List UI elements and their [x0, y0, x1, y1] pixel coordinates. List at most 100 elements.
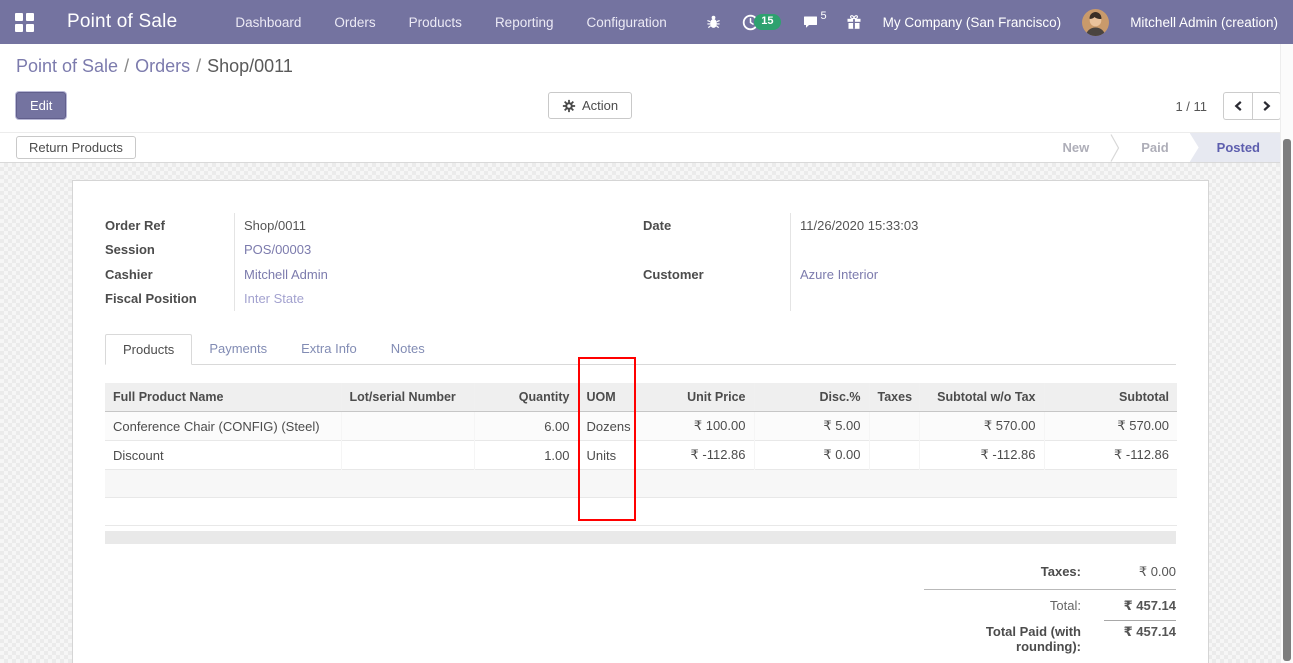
- gear-icon: [562, 99, 576, 112]
- taxes-label: Taxes:: [1040, 564, 1081, 579]
- breadcrumb-orders[interactable]: Orders: [135, 56, 191, 76]
- col-subtotal-wo-tax[interactable]: Subtotal w/o Tax: [918, 383, 1044, 412]
- status-arrow-icon: [1110, 133, 1120, 162]
- cell-lot: [340, 411, 474, 441]
- vertical-scrollbar[interactable]: [1280, 44, 1293, 663]
- navbar-right: 15 5 My Company (San Francisco) Mitchell…: [706, 8, 1278, 36]
- col-full-product-name[interactable]: Full Product Name: [105, 383, 341, 412]
- debug-bug-icon[interactable]: [706, 14, 721, 30]
- company-switcher[interactable]: My Company (San Francisco): [882, 14, 1062, 30]
- cell-uom: Units: [577, 440, 634, 470]
- order-form-sheet: Order Ref Shop/0011 Session POS/00003 Ca…: [72, 180, 1209, 663]
- return-products-button[interactable]: Return Products: [16, 136, 136, 159]
- breadcrumb-current: Shop/0011: [207, 56, 293, 76]
- table-row[interactable]: Discount 1.00 Units ₹ -112.86 ₹ 0.00 ₹ -…: [105, 440, 1177, 470]
- table-row[interactable]: Conference Chair (CONFIG) (Steel) 6.00 D…: [105, 411, 1177, 441]
- apps-menu-icon[interactable]: [15, 12, 34, 32]
- menu-configuration[interactable]: Configuration: [586, 14, 667, 30]
- cell-taxes: [868, 440, 919, 470]
- table-header-row: Full Product Name Lot/serial Number Quan…: [105, 383, 1177, 412]
- total-value: ₹ 457.14: [1123, 598, 1176, 613]
- activity-count-badge: 15: [754, 14, 781, 30]
- cell-subtotal: ₹ -112.86: [1043, 440, 1177, 470]
- col-discount[interactable]: Disc.%: [753, 383, 869, 412]
- order-lines-table: Full Product Name Lot/serial Number Quan…: [105, 383, 1177, 526]
- table-bottom-bar: [105, 531, 1176, 544]
- taxes-value: ₹ 0.00: [1138, 564, 1176, 579]
- col-unit-price[interactable]: Unit Price: [633, 383, 754, 412]
- field-fiscal-position: Fiscal Position Inter State: [105, 286, 643, 311]
- cell-subtotal-wo-tax: ₹ 570.00: [918, 411, 1044, 441]
- cell-discount: ₹ 5.00: [753, 411, 869, 441]
- taxes-row: Taxes: ₹ 0.00: [924, 564, 1176, 590]
- pager: 1 / 11: [1175, 92, 1281, 120]
- tab-payments[interactable]: Payments: [209, 341, 268, 356]
- total-paid-label: Total Paid (with rounding):: [985, 624, 1081, 654]
- field-customer: Customer Azure Interior: [643, 262, 1176, 287]
- tab-notes[interactable]: Notes: [390, 341, 425, 356]
- cell-lot: [340, 440, 474, 470]
- nav-menu: Dashboard Orders Products Reporting Conf…: [235, 15, 666, 30]
- breadcrumb-point-of-sale[interactable]: Point of Sale: [16, 56, 119, 76]
- total-label: Total:: [1049, 598, 1081, 613]
- menu-products[interactable]: Products: [408, 14, 462, 30]
- action-button[interactable]: Action: [548, 92, 633, 119]
- field-session: Session POS/00003: [105, 237, 643, 262]
- status-new[interactable]: New: [1062, 140, 1090, 155]
- tab-products[interactable]: Products: [105, 334, 193, 365]
- field-order-ref: Order Ref Shop/0011: [105, 213, 643, 238]
- cell-subtotal: ₹ 570.00: [1043, 411, 1177, 441]
- col-uom[interactable]: UOM: [577, 383, 634, 412]
- col-taxes[interactable]: Taxes: [868, 383, 919, 412]
- field-label: Customer: [643, 266, 704, 282]
- activities-clock-icon[interactable]: 15: [742, 14, 781, 31]
- chevron-left-icon: [1234, 101, 1242, 111]
- field-label: Fiscal Position: [105, 291, 197, 307]
- gift-icon[interactable]: [846, 14, 862, 30]
- pager-counter: 1 / 11: [1175, 98, 1207, 114]
- menu-reporting[interactable]: Reporting: [494, 14, 554, 30]
- messages-chat-icon[interactable]: 5: [802, 10, 827, 30]
- cell-subtotal-wo-tax: ₹ -112.86: [918, 440, 1044, 470]
- breadcrumb-separator: /: [196, 56, 202, 76]
- scrollbar-thumb[interactable]: [1283, 139, 1291, 661]
- menu-orders[interactable]: Orders: [334, 14, 376, 30]
- session-link[interactable]: POS/00003: [244, 242, 312, 258]
- edit-button[interactable]: Edit: [16, 92, 67, 119]
- chevron-right-icon: [1263, 101, 1271, 111]
- pager-next-button[interactable]: [1252, 92, 1281, 120]
- col-subtotal[interactable]: Subtotal: [1043, 383, 1177, 412]
- field-label: Date: [643, 217, 672, 233]
- cell-taxes: [868, 411, 919, 441]
- date-value: 11/26/2020 15:33:03: [790, 213, 1176, 238]
- fiscal-position-link[interactable]: Inter State: [244, 291, 304, 307]
- field-label: Session: [105, 242, 155, 258]
- table-empty-row: [105, 497, 1177, 526]
- tab-extra-info[interactable]: Extra Info: [301, 341, 357, 356]
- field-spacer: [643, 286, 1176, 311]
- customer-link[interactable]: Azure Interior: [800, 266, 879, 282]
- col-lot-serial-number[interactable]: Lot/serial Number: [340, 383, 474, 412]
- pager-previous-button[interactable]: [1223, 92, 1252, 120]
- statusbar: New Paid Posted: [1041, 133, 1281, 162]
- breadcrumb: Point of Sale / Orders / Shop/0011: [0, 44, 1293, 77]
- menu-dashboard[interactable]: Dashboard: [235, 14, 302, 30]
- cell-uom: Dozens: [577, 411, 634, 441]
- total-row: Total: ₹ 457.14: [924, 590, 1176, 614]
- cell-quantity: 1.00: [473, 440, 578, 470]
- user-menu[interactable]: Mitchell Admin (creation): [1130, 14, 1278, 30]
- status-paid[interactable]: Paid: [1141, 140, 1169, 155]
- field-spacer: [643, 237, 1176, 262]
- fields-group: Order Ref Shop/0011 Session POS/00003 Ca…: [105, 213, 1176, 311]
- status-posted[interactable]: Posted: [1189, 133, 1281, 162]
- total-paid-row: Total Paid (with rounding): ₹ 457.14: [924, 620, 1176, 654]
- field-date: Date 11/26/2020 15:33:03: [643, 213, 1176, 238]
- top-navbar: Point of Sale Dashboard Orders Products …: [0, 0, 1293, 44]
- col-quantity[interactable]: Quantity: [473, 383, 578, 412]
- user-avatar[interactable]: [1082, 8, 1110, 36]
- app-title[interactable]: Point of Sale: [67, 11, 178, 32]
- cashier-link[interactable]: Mitchell Admin: [244, 266, 328, 282]
- message-count: 5: [820, 10, 827, 22]
- cell-unit-price: ₹ 100.00: [633, 411, 754, 441]
